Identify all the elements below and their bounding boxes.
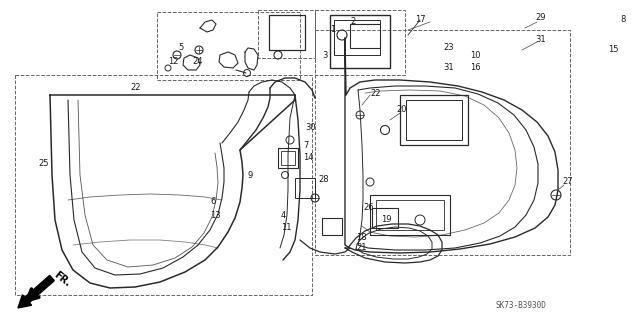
Text: 8: 8 — [620, 16, 625, 25]
Text: 19: 19 — [381, 216, 392, 225]
Bar — [315, 10, 405, 75]
Text: 2: 2 — [350, 18, 355, 26]
Bar — [370, 195, 450, 235]
Text: 23: 23 — [443, 43, 454, 53]
Bar — [295, 178, 315, 198]
Text: 4: 4 — [281, 211, 286, 219]
Text: 18: 18 — [356, 233, 367, 241]
Text: 1: 1 — [330, 26, 335, 34]
Text: 6: 6 — [210, 197, 216, 206]
Text: SK73-B3930D: SK73-B3930D — [495, 300, 546, 309]
Text: 25: 25 — [38, 159, 49, 167]
FancyArrow shape — [18, 275, 54, 308]
Bar — [15, 75, 312, 295]
Text: 22: 22 — [130, 83, 141, 92]
Bar — [258, 10, 315, 58]
Bar — [400, 95, 468, 145]
Text: 16: 16 — [470, 63, 481, 72]
Text: 14: 14 — [303, 153, 314, 162]
Text: 20: 20 — [396, 106, 406, 115]
Text: FR.: FR. — [52, 270, 72, 289]
Bar — [278, 148, 298, 168]
Text: 24: 24 — [192, 57, 202, 66]
Text: 31: 31 — [443, 63, 454, 72]
Text: 11: 11 — [281, 224, 291, 233]
Text: 5: 5 — [178, 42, 183, 51]
Text: 17: 17 — [415, 16, 426, 25]
Text: 12: 12 — [168, 57, 179, 66]
Bar — [334, 20, 380, 55]
Bar — [269, 15, 305, 50]
Text: 30: 30 — [305, 123, 316, 132]
Bar — [376, 200, 444, 230]
Text: 10: 10 — [470, 50, 481, 60]
Bar — [315, 30, 570, 255]
Text: 26: 26 — [363, 204, 374, 212]
Text: 31: 31 — [535, 35, 546, 44]
Text: 15: 15 — [608, 46, 618, 55]
Bar — [350, 24, 380, 48]
Text: 29: 29 — [535, 13, 545, 23]
Text: 27: 27 — [562, 177, 573, 187]
Bar — [372, 208, 398, 228]
Bar — [330, 15, 390, 68]
Text: 28: 28 — [318, 175, 328, 184]
Bar — [157, 12, 300, 80]
Bar — [281, 151, 295, 165]
Text: 22: 22 — [370, 88, 381, 98]
Bar — [406, 100, 462, 140]
Text: 3: 3 — [322, 50, 328, 60]
Text: 21: 21 — [356, 243, 367, 253]
Bar — [322, 218, 342, 235]
Text: 13: 13 — [210, 211, 221, 219]
Text: 9: 9 — [247, 170, 252, 180]
Text: 7: 7 — [303, 140, 308, 150]
